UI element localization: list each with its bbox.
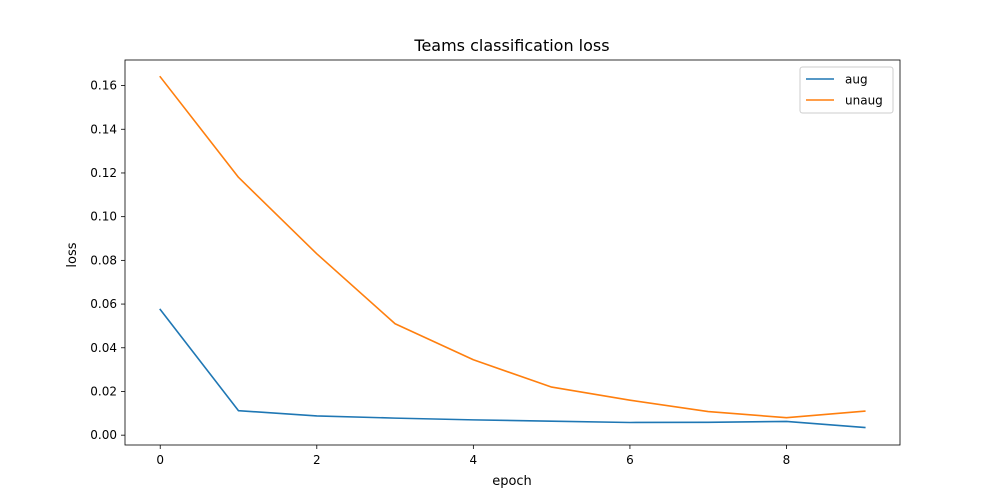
y-tick-label: 0.02 (90, 384, 117, 398)
x-tick-label: 0 (156, 453, 164, 467)
y-tick-label: 0.04 (90, 341, 117, 355)
legend: aug unaug (799, 66, 894, 114)
legend-label-aug: aug (845, 73, 868, 87)
y-tick-label: 0.06 (90, 297, 117, 311)
x-tick-label: 8 (783, 453, 791, 467)
x-tick-label: 4 (470, 453, 478, 467)
x-axis-title: epoch (492, 474, 532, 489)
series-line-aug (159, 308, 866, 429)
y-tick-label: 0.14 (90, 122, 117, 136)
plot-area: 0 2 4 6 8 0.00 0.02 0.04 0.06 0.08 0.10 0.12 0.14 0.1… (90, 59, 901, 467)
y-axis-title: loss (65, 242, 80, 267)
y-tick-label: 0.12 (90, 166, 117, 180)
axes-frame (124, 59, 901, 446)
y-tick-label: 0.08 (90, 253, 117, 267)
y-tick-label: 0.00 (90, 428, 117, 442)
x-tick-label: 2 (313, 453, 321, 467)
y-tick-label: 0.10 (90, 210, 117, 224)
chart-title: Teams classification loss (413, 36, 609, 55)
y-tick-label: 0.16 (90, 79, 117, 93)
x-tick-label: 6 (626, 453, 634, 467)
legend-label-unaug: unaug (845, 94, 883, 108)
series-line-unaug (159, 75, 866, 419)
